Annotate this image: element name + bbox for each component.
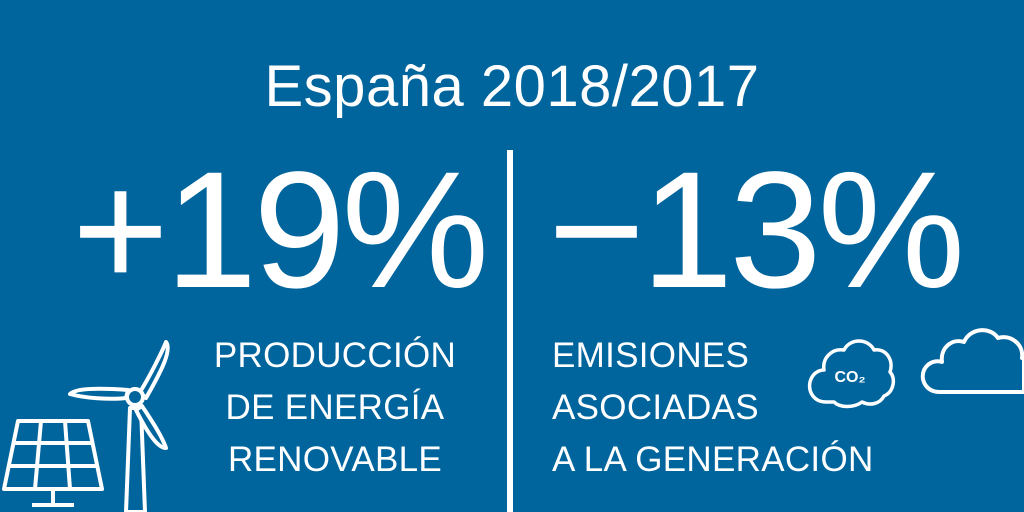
emissions-change-value: −13% (548, 138, 965, 323)
emissions-description-line: A LA GENERACIÓN (552, 440, 874, 479)
emissions-description-line: ASOCIADAS (552, 388, 759, 427)
emissions-description: EMISIONES ASOCIADAS A LA GENERACIÓN (552, 330, 874, 486)
solar-panel-icon (2, 419, 104, 507)
emissions-description-line: EMISIONES (552, 336, 750, 375)
renewable-description-line: RENOVABLE (227, 440, 443, 479)
cloud-icon (920, 328, 1024, 394)
renewable-description: PRODUCCIÓN DE ENERGÍA RENOVABLE (190, 330, 480, 486)
renewable-description-line: PRODUCCIÓN (213, 336, 457, 375)
page-title: España 2018/2017 (264, 54, 760, 119)
wind-turbine-icon (68, 340, 170, 512)
co2-cloud-icon: CO₂ (807, 339, 896, 409)
divider (507, 150, 513, 512)
renewable-description-line: DE ENERGÍA (225, 388, 445, 427)
renewable-growth-value: +19% (72, 138, 489, 323)
co2-label: CO₂ (834, 369, 865, 386)
